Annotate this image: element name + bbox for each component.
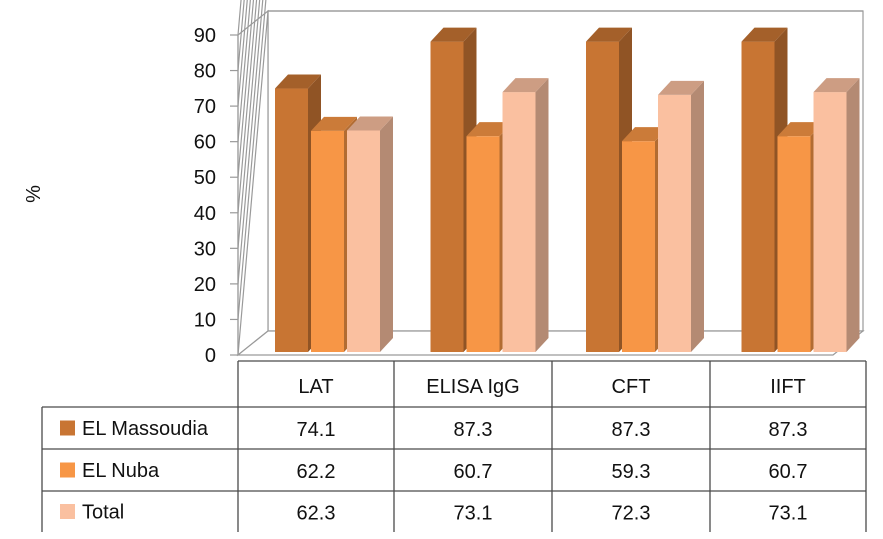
bar-top: [813, 78, 860, 93]
y-tick-label: 30: [194, 238, 216, 260]
y-tick-label: 90: [194, 25, 216, 47]
y-tick-label: 20: [194, 274, 216, 296]
y-tick-label: 80: [194, 61, 216, 83]
data-table-cell: 73.1: [454, 503, 493, 525]
y-tick-label: 70: [194, 96, 216, 118]
category-label: LAT: [298, 376, 333, 398]
category-label: CFT: [612, 376, 651, 398]
bar-top: [466, 122, 513, 137]
y-tick-label: 10: [194, 309, 216, 331]
bar-top: [311, 116, 357, 131]
bar-front: [741, 41, 775, 352]
bar-side: [380, 116, 393, 352]
bar-front: [275, 88, 308, 353]
bar-total-elisa-igg: [502, 78, 549, 352]
bar-front: [658, 94, 691, 352]
data-table-cell: 87.3: [454, 419, 493, 441]
category-label: IIFT: [770, 376, 806, 398]
data-table-cell: 73.1: [769, 503, 808, 525]
data-table-cell: 74.1: [297, 419, 336, 441]
legend-swatch: [60, 504, 75, 519]
y-tick-label: 0: [205, 345, 216, 367]
data-table-cell: 60.7: [769, 461, 808, 483]
gridline: [237, 0, 255, 178]
data-table-cell: 87.3: [769, 419, 808, 441]
y-axis-label: %: [23, 185, 45, 203]
bar-front: [347, 130, 380, 352]
bar-top: [622, 127, 668, 142]
legend-swatch: [60, 462, 75, 478]
bar-top: [741, 27, 788, 42]
bar-front: [813, 92, 847, 352]
bar-side: [846, 78, 860, 352]
y-tick-label: 60: [194, 132, 216, 154]
legend-entry: EL Massoudia: [82, 418, 209, 440]
data-table-cell: 59.3: [612, 461, 651, 483]
gridline: [237, 0, 267, 320]
bar-top: [275, 74, 321, 89]
bar-top: [586, 27, 632, 42]
bar-top: [777, 122, 824, 137]
gridline: [237, 0, 258, 213]
bar-front: [777, 136, 811, 352]
legend-entry: Total: [82, 502, 124, 524]
bar-side: [691, 80, 704, 352]
bar-total-cft: [658, 80, 704, 352]
data-table-cell: 72.3: [612, 503, 651, 525]
category-label: ELISA IgG: [426, 376, 519, 398]
floor: [236, 330, 865, 356]
y-tick-label: 40: [194, 203, 216, 225]
bar-front: [466, 136, 500, 352]
data-table-cell: 60.7: [454, 461, 493, 483]
bar-top: [502, 78, 549, 93]
data-table-cell: 87.3: [612, 419, 651, 441]
bar-side: [535, 78, 549, 352]
y-tick-label: 50: [194, 167, 216, 189]
legend-entry: EL Nuba: [82, 460, 160, 482]
gridline: [237, 0, 251, 142]
bar-front: [502, 92, 536, 352]
bar-front: [622, 141, 655, 352]
legend-swatch: [60, 420, 75, 436]
gridline: [237, 10, 863, 356]
bar-top: [430, 27, 477, 42]
bar-top: [658, 80, 704, 95]
bar-front: [311, 130, 344, 352]
gridline: [237, 0, 264, 284]
data-table-cell: 62.3: [297, 503, 336, 525]
bar-total-iift: [813, 78, 860, 352]
bar-total-lat: [347, 116, 393, 352]
gridline: [237, 0, 261, 249]
bar-top: [347, 116, 393, 131]
bar-front: [430, 41, 464, 352]
bar-front: [586, 41, 619, 352]
data-table-cell: 62.2: [297, 461, 336, 483]
